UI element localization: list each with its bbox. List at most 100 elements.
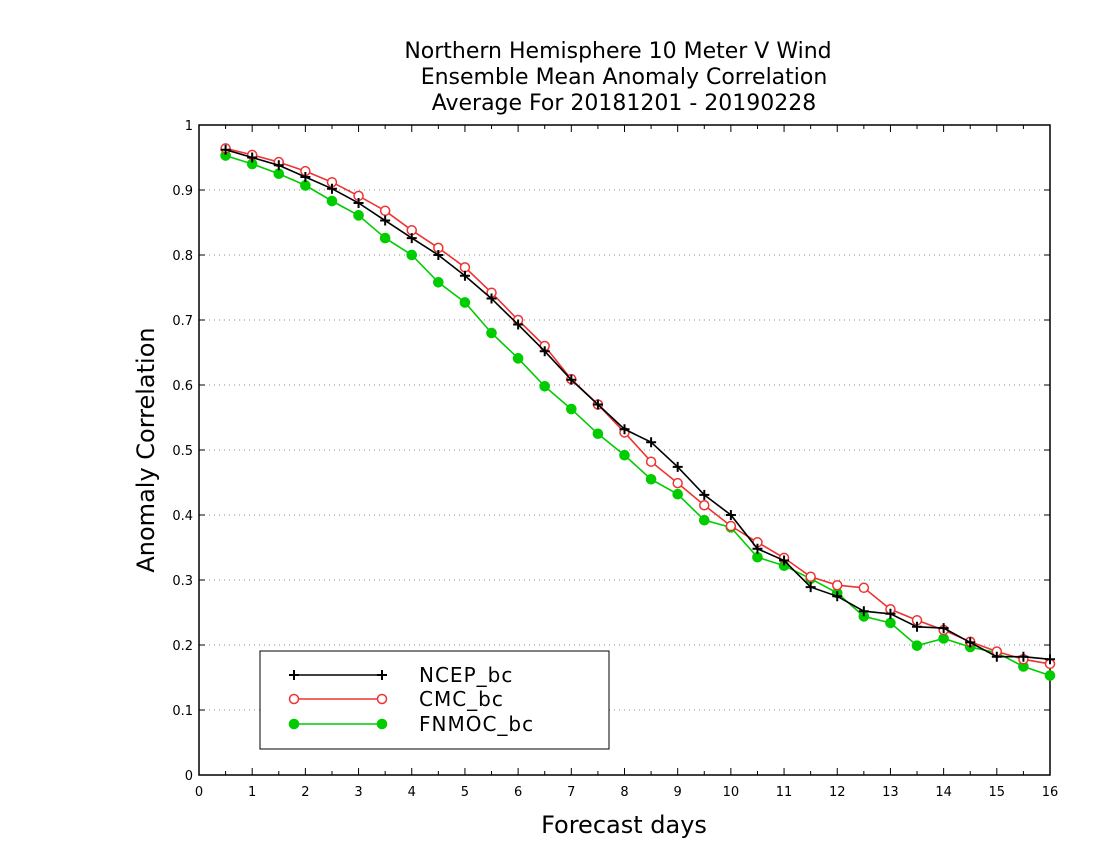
- y-tick-label: 0.3: [172, 574, 193, 589]
- data-point-plus: [406, 233, 417, 244]
- y-tick-label: 0: [185, 769, 193, 784]
- data-point-filled-circle: [885, 617, 896, 629]
- data-point-plus: [965, 637, 976, 648]
- data-point-filled-circle: [376, 718, 388, 730]
- data-point-plus: [858, 606, 869, 617]
- data-point-plus: [486, 293, 497, 304]
- data-point-plus: [380, 215, 391, 226]
- data-point-plus: [539, 346, 550, 357]
- data-point-filled-circle: [406, 249, 418, 261]
- data-point-filled-circle: [288, 718, 300, 730]
- data-point-plus: [459, 270, 470, 281]
- x-tick-label: 15: [989, 785, 1006, 800]
- data-point-filled-circle: [752, 551, 763, 563]
- legend-item-CMC_bc: CMC_bc: [288, 687, 504, 711]
- data-point-open-circle: [459, 262, 471, 273]
- data-point-plus: [646, 437, 657, 448]
- legend-label: CMC_bc: [419, 687, 504, 711]
- title-line-1: Northern Hemisphere 10 Meter V Wind: [404, 39, 831, 64]
- data-point-plus: [377, 670, 387, 680]
- data-point-open-circle: [672, 477, 683, 489]
- data-point-open-circle: [376, 693, 388, 705]
- data-point-filled-circle: [619, 449, 630, 461]
- data-point-filled-circle: [459, 297, 471, 308]
- data-point-plus: [592, 399, 603, 410]
- data-point-plus: [885, 608, 896, 619]
- data-point-filled-circle: [486, 327, 497, 339]
- data-point-open-circle: [699, 500, 710, 511]
- data-point-filled-circle: [911, 640, 923, 651]
- data-point-plus: [725, 510, 736, 520]
- x-tick-label: 2: [301, 785, 309, 800]
- x-tick-label: 10: [723, 785, 740, 800]
- x-tick-label: 8: [620, 785, 628, 800]
- data-point-open-circle: [725, 520, 737, 532]
- x-tick-label: 6: [514, 785, 522, 800]
- y-tick-label: 0.4: [172, 509, 193, 524]
- data-point-filled-circle: [433, 277, 444, 288]
- data-point-plus: [273, 160, 284, 171]
- legend-box: [259, 650, 610, 750]
- data-point-plus: [289, 670, 299, 680]
- x-tick-label: 16: [1042, 785, 1059, 800]
- data-point-filled-circle: [698, 514, 710, 526]
- y-tick-label: 0.9: [172, 184, 193, 199]
- x-tick-label: 13: [882, 785, 899, 800]
- x-tick-label: 5: [461, 785, 469, 800]
- y-axis-label: Anomaly Correlation: [132, 327, 160, 572]
- data-point-filled-circle: [1044, 670, 1056, 681]
- data-point-open-circle: [645, 456, 657, 467]
- data-point-filled-circle: [273, 168, 285, 180]
- legend-item-FNMOC_bc: FNMOC_bc: [288, 712, 533, 736]
- legend-label: NCEP_bc: [419, 663, 513, 687]
- data-point-filled-circle: [539, 381, 551, 392]
- data-point-plus: [832, 591, 843, 602]
- data-point-plus: [566, 374, 577, 385]
- data-point-plus: [353, 198, 364, 208]
- x-axis-label: Forecast days: [541, 811, 707, 839]
- data-point-plus: [912, 621, 923, 632]
- data-point-filled-circle: [566, 403, 577, 415]
- data-point-plus: [991, 651, 1002, 662]
- series-line: [225, 148, 1051, 661]
- y-tick-label: 0.6: [172, 379, 193, 394]
- data-point-plus: [779, 555, 790, 566]
- series-NCEP_bc: [220, 144, 1055, 665]
- series-FNMOC_bc: [220, 150, 1056, 681]
- x-tick-label: 3: [354, 785, 362, 800]
- series-CMC_bc: [220, 143, 1056, 670]
- title-line-2: Ensemble Mean Anomaly Correlation: [421, 65, 828, 90]
- x-tick-label: 0: [195, 785, 203, 800]
- legend-item-NCEP_bc: NCEP_bc: [289, 663, 513, 687]
- series-lines: [220, 143, 1056, 681]
- x-tick-label: 7: [567, 785, 575, 800]
- data-point-plus: [1018, 651, 1029, 662]
- data-point-open-circle: [805, 571, 816, 582]
- x-tick-label: 1: [248, 785, 256, 800]
- data-point-plus: [513, 319, 524, 330]
- data-point-filled-circle: [672, 488, 683, 500]
- data-point-plus: [805, 582, 816, 593]
- axis-ticks: 00.10.20.30.40.50.60.70.80.910 1 2 3 4 5 6 7 8 9 1…: [172, 119, 1058, 800]
- data-point-plus: [220, 144, 231, 155]
- data-point-plus: [433, 250, 444, 260]
- series-line: [225, 147, 1051, 665]
- y-tick-label: 0.7: [172, 314, 193, 329]
- data-point-filled-circle: [379, 232, 391, 244]
- y-tick-label: 0.2: [172, 639, 193, 654]
- data-point-filled-circle: [645, 473, 657, 485]
- data-point-open-circle: [858, 582, 870, 594]
- data-point-plus: [699, 489, 710, 500]
- y-tick-label: 1: [185, 119, 193, 134]
- data-point-filled-circle: [300, 180, 311, 191]
- y-tick-label: 0.5: [172, 444, 193, 459]
- data-point-plus: [672, 461, 683, 472]
- y-tick-label: 0.1: [172, 704, 193, 719]
- y-tick-label: 0.8: [172, 249, 193, 264]
- title-line-3: Average For 20181201 - 20190228: [432, 91, 817, 116]
- data-point-filled-circle: [326, 195, 338, 207]
- data-point-open-circle: [832, 579, 843, 591]
- data-point-plus: [1045, 654, 1055, 665]
